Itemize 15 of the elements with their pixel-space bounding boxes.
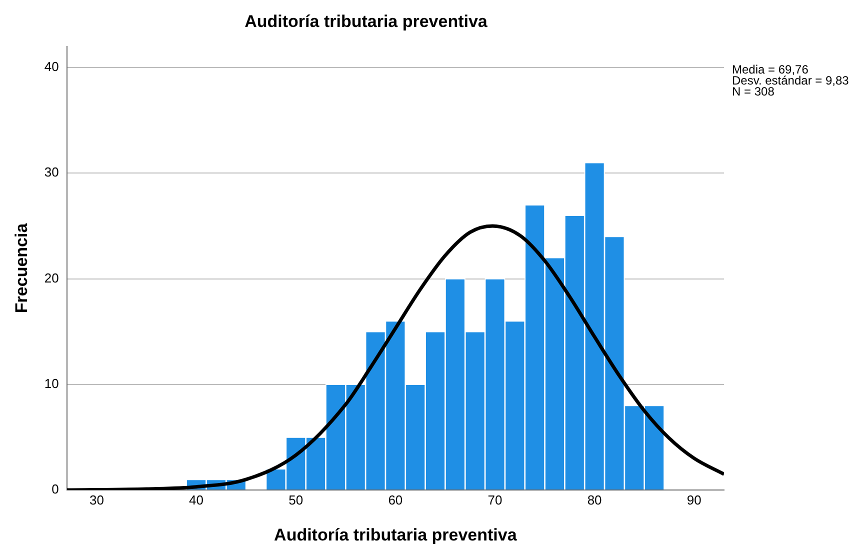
y-tick-label: 0 — [52, 482, 59, 497]
x-tick-label: 30 — [89, 492, 104, 508]
x-tick-label: 50 — [288, 492, 304, 508]
x-tick-label: 90 — [686, 492, 702, 508]
y-tick-label: 10 — [44, 376, 59, 391]
chart-title: Auditoría tributaria preventiva — [244, 12, 488, 31]
x-tick-label: 70 — [488, 492, 502, 508]
x-tick-label: 40 — [189, 492, 204, 508]
x-tick-label: 80 — [587, 492, 602, 508]
y-axis-title: Frecuencia — [12, 222, 31, 314]
y-tick-label: 20 — [44, 270, 59, 286]
x-tick-label: 60 — [388, 492, 403, 508]
x-axis-title: Auditoría tributaria preventiva — [274, 525, 518, 544]
y-tick-label: 30 — [44, 164, 59, 180]
y-tick-label: 40 — [44, 59, 59, 74]
